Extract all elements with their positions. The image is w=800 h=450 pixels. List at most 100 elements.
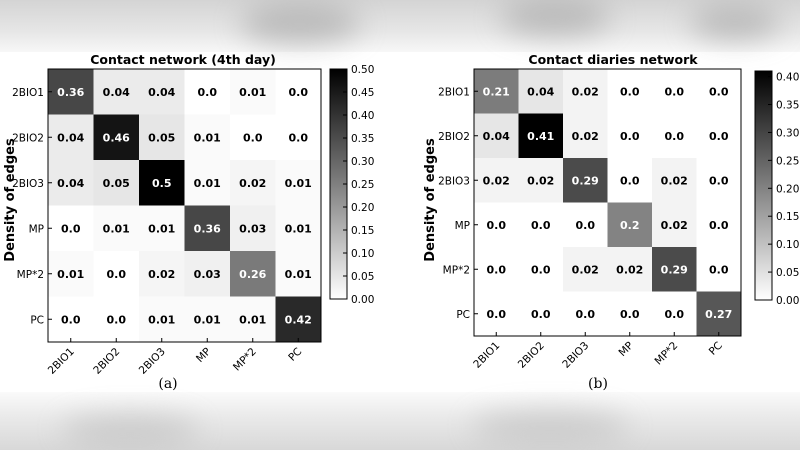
heatmap-cell-b [607,113,653,159]
colorbar-tick-label-b: 0.35 [776,100,799,112]
cell-value-label-a: 0.01 [239,313,266,326]
heatmap-cell-a [93,114,140,161]
y-tick-label-a: 2BIO2 [12,132,44,144]
cell-value-label-b: 0.02 [483,174,510,187]
heatmap-cell-a [275,296,322,343]
heatmap-cell-a [230,69,276,115]
colorbar-tick-label-a: 0.40 [351,110,374,122]
heatmap-cell-a [184,251,231,297]
heatmap-cell-b [518,158,564,203]
colorbar-tick-label-a: 0.30 [351,156,374,168]
cell-value-label-b: 0.0 [665,308,685,321]
x-tick-label-a: MP [194,346,213,365]
heatmap-cell-a [184,205,231,252]
y-tick-label-b: 2BIO1 [438,86,470,98]
heatmap-cell-a [184,69,231,115]
cell-value-label-a: 0.0 [61,222,81,235]
heatmap-cell-b [696,113,742,159]
heatmap-cell-a [93,251,140,297]
heatmap-cell-a [93,205,140,252]
heatmap-panel-b: Contact diaries network Density of edges… [423,52,799,392]
cell-value-label-b: 0.0 [531,263,551,276]
panel-a-cells [48,69,322,343]
heatmap-cell-b [474,158,519,203]
blurred-background-bottom [0,392,800,450]
heatmap-cell-b [607,247,653,292]
colorbar-tick-label-b: 0.20 [776,183,799,195]
cell-value-label-a: 0.04 [57,131,84,144]
cell-value-label-a: 0.0 [243,131,263,144]
cell-value-label-b: 0.0 [665,85,685,98]
heatmap-cell-a [48,205,94,252]
heatmap-cell-a [275,205,322,252]
heatmap-cell-a [275,114,322,161]
cell-value-label-a: 0.05 [103,177,130,190]
cell-value-label-b: 0.0 [487,308,507,321]
cell-value-label-b: 0.27 [705,308,732,321]
heatmap-cell-b [696,202,742,248]
colorbar-tick-label-a: 0.25 [351,179,374,191]
cell-value-label-a: 0.04 [148,86,175,99]
heatmap-cell-b [696,69,742,114]
heatmap-cell-a [93,296,140,343]
cell-value-label-a: 0.01 [148,313,175,326]
heatmap-panel-a: Contact network (4th day) Density of edg… [3,52,374,392]
x-tick-label-a: 2BIO3 [137,346,168,377]
heatmap-cell-a [230,205,276,252]
cell-value-label-a: 0.01 [194,177,221,190]
x-tick-label-b: 2BIO2 [516,340,547,371]
colorbar-tick-label-b: 0.40 [776,72,799,84]
colorbar-tick-label-a: 0.50 [351,64,374,76]
cell-value-label-a: 0.0 [289,86,309,99]
cell-value-label-a: 0.04 [103,86,130,99]
cell-value-label-b: 0.2 [620,219,640,232]
heatmap-cell-b [518,247,564,292]
x-tick-label-a: 2BIO2 [91,346,122,377]
cell-value-label-a: 0.42 [285,313,312,326]
heatmap-cell-b [474,202,519,248]
cell-value-label-b: 0.0 [620,130,640,143]
heatmap-cell-b [652,158,697,203]
colorbar-tick-label-b: 0.25 [776,155,799,167]
heatmap-cell-a [184,296,231,343]
colorbar-tick-label-b: 0.10 [776,239,799,251]
cell-value-label-b: 0.0 [620,85,640,98]
x-tick-label-a: MP*2 [231,346,259,374]
heatmap-cell-a [184,114,231,161]
cell-value-label-b: 0.0 [576,308,596,321]
colorbar-gradient-b [754,70,773,301]
heatmap-cell-a [230,251,276,297]
cell-value-label-b: 0.0 [709,174,729,187]
colorbar-tick-label-a: 0.15 [351,225,374,237]
cell-value-label-b: 0.04 [483,130,510,143]
cell-value-label-b: 0.0 [709,130,729,143]
cell-value-label-b: 0.0 [620,308,640,321]
cell-value-label-a: 0.46 [103,131,130,144]
cell-value-label-a: 0.01 [194,131,221,144]
y-tick-label-a: MP [29,223,44,235]
y-tick-label-b: PC [456,309,470,321]
cell-value-label-a: 0.01 [103,222,130,235]
panel-b-ylabel: Density of edges [423,138,438,262]
heatmap-cell-b [563,291,608,337]
heatmap-cell-b [652,291,697,337]
heatmap-cell-b [518,202,564,248]
cell-value-label-b: 0.0 [665,130,685,143]
panel-b-colorbar: 0.00 0.05 0.10 0.15 0.20 0.25 0.30 0.35 0.40 [754,70,799,307]
heatmap-cell-b [563,113,608,159]
heatmap-cell-a [139,205,185,252]
x-tick-label-b: MP*2 [653,340,681,368]
heatmap-cell-b [474,247,519,292]
heatmap-cell-b [607,291,653,337]
x-tick-label-a: PC [286,346,304,364]
panel-b-cells [474,69,742,337]
cell-value-label-a: 0.03 [239,222,266,235]
panel-a-cell-labels: 0.36 0.04 0.04 0.0 0.01 0.0 0.04 0.46 0.05 0.01 0.… [57,86,312,327]
cell-value-label-b: 0.0 [531,219,551,232]
panel-b-caption: (b) [588,376,608,392]
cell-value-label-a: 0.01 [194,313,221,326]
blurred-background-top [0,0,800,52]
panel-a-colorbar: 0.00 0.05 0.10 0.15 0.20 0.25 0.30 0.35 0.40 0.45… [329,64,374,306]
cell-value-label-b: 0.0 [576,219,596,232]
